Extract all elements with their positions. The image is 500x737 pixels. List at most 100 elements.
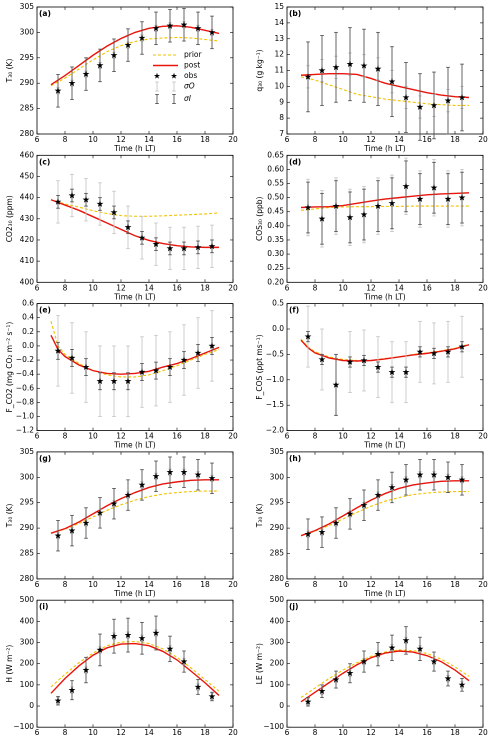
y-tick-label: −0.6 xyxy=(16,383,34,392)
y-axis-label: T₃₀ (K) xyxy=(5,503,14,528)
obs-marker xyxy=(194,683,202,690)
obs-marker xyxy=(82,70,90,77)
x-tick-label: 6 xyxy=(285,432,290,441)
y-axis-label: CO2₃₀ (ppm) xyxy=(5,195,14,242)
obs-marker xyxy=(124,631,132,639)
obs-marker xyxy=(304,333,312,340)
y-tick-label: 0 xyxy=(29,701,34,710)
series-line xyxy=(50,479,219,534)
obs-marker xyxy=(152,240,160,248)
obs-marker xyxy=(360,62,368,69)
obs-marker xyxy=(166,22,174,29)
y-tick-label: 410 xyxy=(20,256,35,265)
y-axis-label: H (W m⁻²) xyxy=(5,645,14,683)
obs-marker xyxy=(124,223,132,231)
obs-marker xyxy=(444,348,452,355)
y-tick-label: 305 xyxy=(270,447,285,456)
x-tick-label: 6 xyxy=(285,283,290,292)
y-tick-label: 500 xyxy=(270,595,285,604)
obs-marker xyxy=(68,354,76,361)
obs-marker xyxy=(96,509,104,516)
x-tick-label: 20 xyxy=(478,580,488,589)
obs-marker xyxy=(208,28,216,36)
obs-marker xyxy=(388,644,396,651)
series-line xyxy=(50,25,220,86)
y-tick-label: 290 xyxy=(20,523,35,532)
y-axis-label: F_CO2 (mg CO₂ m⁻² s⁻¹) xyxy=(5,322,14,413)
obs-marker xyxy=(138,634,146,642)
panel: 6 8 10 12 14 16 18 20 0.20 0.25 0.30 0.35 0.40 0.45 0.… xyxy=(255,150,488,301)
x-axis-label: Time (h LT) xyxy=(113,589,156,598)
obs-marker xyxy=(416,645,424,652)
y-tick-label: 13 xyxy=(274,34,284,43)
x-tick-label: 14 xyxy=(394,135,404,144)
y-tick-label: 200 xyxy=(270,659,285,668)
y-tick-label: 295 xyxy=(20,53,35,62)
y-tick-label: −1.0 xyxy=(266,375,284,384)
y-tick-label: 200 xyxy=(20,659,35,668)
x-axis-label: Time (h LT) xyxy=(363,292,406,301)
obs-marker xyxy=(152,367,160,374)
y-tick-label: 8 xyxy=(279,113,284,122)
obs-marker xyxy=(54,697,62,704)
obs-marker xyxy=(388,199,396,207)
x-tick-label: 18 xyxy=(450,135,460,144)
plot-frame xyxy=(36,154,234,283)
x-tick-label: 16 xyxy=(422,135,432,144)
x-tick-label: 14 xyxy=(394,283,404,292)
obs-marker xyxy=(110,632,118,640)
panel: 6 8 10 12 14 16 18 20 280 285 290 295 300 305 Time (h … xyxy=(5,447,238,598)
obs-marker xyxy=(374,202,382,210)
x-tick-label: 6 xyxy=(35,432,40,441)
x-tick-label: 6 xyxy=(285,135,290,144)
series-line xyxy=(50,36,220,87)
x-tick-label: 16 xyxy=(172,432,182,441)
panel: 6 8 10 12 14 16 18 20 −1.2 −1.0 −0.8 −0.6 −0.4 −0.2 0.… xyxy=(5,299,238,450)
obs-marker xyxy=(458,194,466,201)
x-tick-label: 20 xyxy=(478,432,488,441)
series-line xyxy=(300,72,470,99)
obs-marker xyxy=(152,24,160,32)
x-tick-label: 16 xyxy=(172,580,182,589)
y-tick-label: 280 xyxy=(20,129,35,138)
obs-marker xyxy=(402,476,410,483)
obs-marker xyxy=(166,468,174,476)
x-tick-label: 8 xyxy=(63,728,68,737)
y-tick-label: 7 xyxy=(279,129,284,138)
obs-marker xyxy=(68,527,76,534)
y-tick-label: −0.4 xyxy=(16,369,34,378)
x-tick-label: 8 xyxy=(63,432,68,441)
plot-frame xyxy=(36,451,234,580)
x-tick-label: 18 xyxy=(200,283,210,292)
y-axis-label: T₃₀ (K) xyxy=(255,503,264,528)
x-tick-label: 16 xyxy=(172,283,182,292)
x-tick-label: 16 xyxy=(422,728,432,737)
y-tick-label: 0.45 xyxy=(267,207,284,216)
obs-marker xyxy=(360,210,368,218)
x-tick-label: 8 xyxy=(313,283,318,292)
y-tick-label: 295 xyxy=(270,498,285,507)
x-tick-label: 8 xyxy=(313,432,318,441)
legend-label: obs xyxy=(184,71,197,80)
obs-marker xyxy=(332,63,340,71)
plot-frame xyxy=(286,154,484,283)
obs-marker xyxy=(138,34,146,41)
obs-marker xyxy=(208,474,216,482)
x-tick-label: 8 xyxy=(63,283,68,292)
obs-marker xyxy=(444,473,452,481)
y-tick-label: 11 xyxy=(274,66,284,75)
x-tick-label: 14 xyxy=(144,580,154,589)
x-tick-label: 10 xyxy=(88,135,98,144)
y-tick-label: 12 xyxy=(274,50,284,59)
obs-marker xyxy=(96,200,104,207)
panel-label: (h) xyxy=(289,454,301,463)
y-tick-label: −0.5 xyxy=(266,349,284,358)
obs-marker xyxy=(208,242,216,250)
panel-label: (e) xyxy=(39,306,51,315)
obs-marker xyxy=(82,666,90,673)
obs-marker xyxy=(430,657,438,665)
series-line xyxy=(300,650,470,703)
obs-marker xyxy=(194,349,202,356)
y-tick-label: 0.5 xyxy=(272,299,284,308)
